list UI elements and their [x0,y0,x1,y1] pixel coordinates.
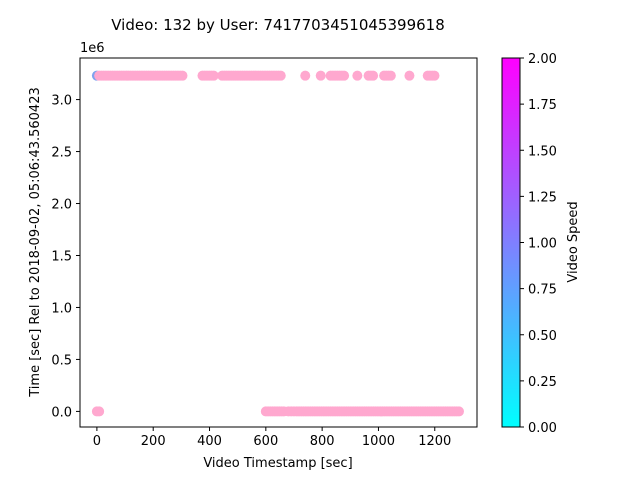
data-point [208,70,219,81]
y-tick-label: 1.5 [51,249,72,264]
points-layer [91,70,464,417]
data-point [453,406,464,417]
x-tick-label: 200 [141,434,166,449]
data-point [352,70,363,81]
x-tick-label: 1200 [418,434,451,449]
y-tick-label: 2.0 [51,198,72,213]
colorbar-tick-label: 1.25 [528,190,557,205]
data-point [368,70,379,81]
colorbar-tick-label: 0.00 [528,421,557,436]
colorbar-axis: 0.00 0.25 0.50 0.75 1.00 1.25 1.50 1.75 2.00 [520,52,557,436]
y-tick-label: 1.0 [51,301,72,316]
y-axis-label: Time [sec] Rel to 2018-09-02, 05:06:43.5… [28,87,43,397]
colorbar [501,57,521,428]
data-point [275,70,286,81]
x-tick-label: 800 [310,434,335,449]
x-tick-label: 0 [93,434,101,449]
y-tick-label: 0.0 [51,405,72,420]
data-point [177,70,188,81]
y-tick-label: 3.0 [51,94,72,109]
data-point [94,406,105,417]
colorbar-tick-label: 2.00 [528,52,557,67]
y-offset-label: 1e6 [80,41,105,56]
x-tick-label: 1000 [362,434,395,449]
colorbar-tick-label: 0.25 [528,375,557,390]
x-axis-label: Video Timestamp [sec] [203,456,352,471]
colorbar-label: Video Speed [566,201,581,282]
x-tick-label: 600 [253,434,278,449]
x-tick-label: 400 [197,434,222,449]
colorbar-tick-label: 0.75 [528,283,557,298]
plot-frame [79,57,478,428]
colorbar-tick-label: 1.50 [528,144,557,159]
x-axis: 0 200 400 600 800 1000 1200 [93,427,451,449]
colorbar-tick-label: 0.50 [528,329,557,344]
data-point [315,70,326,81]
y-tick-label: 2.5 [51,146,72,161]
y-tick-label: 0.5 [51,353,72,368]
colorbar-tick-label: 1.00 [528,237,557,252]
data-point [385,70,396,81]
y-axis: 0.0 0.5 1.0 1.5 2.0 2.5 3.0 [51,94,80,420]
data-point [339,70,350,81]
data-point [429,70,440,81]
colorbar-tick-label: 1.75 [528,98,557,113]
chart-title: Video: 132 by User: 7417703451045399618 [111,16,445,34]
data-point [300,70,311,81]
data-point [404,70,415,81]
